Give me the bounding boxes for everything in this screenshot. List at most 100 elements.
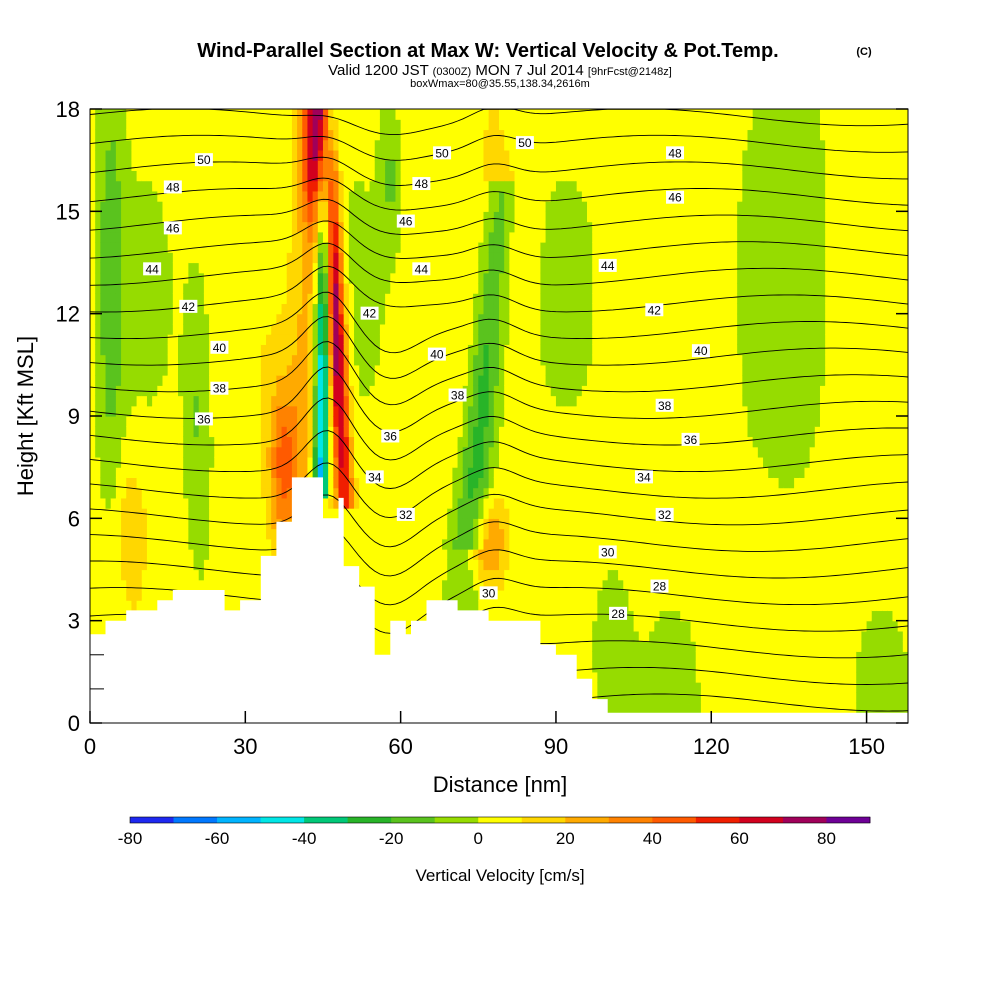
velocity-cell — [245, 549, 252, 560]
velocity-cell — [436, 487, 443, 499]
velocity-cell — [343, 518, 350, 530]
velocity-cell — [426, 149, 433, 161]
velocity-cell — [198, 528, 205, 540]
velocity-cell — [359, 109, 365, 120]
velocity-cell — [395, 252, 402, 264]
velocity-cell — [245, 436, 252, 448]
velocity-cell — [157, 528, 164, 540]
velocity-cell — [178, 497, 184, 509]
velocity-cell — [281, 497, 288, 509]
velocity-cell — [240, 262, 246, 274]
velocity-cell — [364, 190, 371, 202]
velocity-cell — [234, 364, 241, 376]
velocity-cell — [281, 405, 288, 417]
velocity-cell — [478, 446, 485, 458]
velocity-cell — [219, 364, 226, 376]
velocity-cell — [338, 405, 345, 417]
velocity-cell — [312, 160, 319, 171]
velocity-cell — [255, 436, 262, 448]
velocity-cell — [297, 385, 303, 397]
velocity-cell — [209, 456, 215, 468]
velocity-cell — [499, 467, 505, 478]
velocity-cell — [312, 344, 319, 356]
velocity-cell — [266, 211, 272, 223]
velocity-cell — [410, 497, 417, 509]
velocity-cell — [172, 467, 179, 478]
velocity-cell — [115, 559, 122, 571]
velocity-cell — [245, 364, 252, 376]
velocity-cell — [95, 426, 101, 438]
velocity-cell — [328, 467, 334, 478]
velocity-cell — [167, 385, 174, 397]
velocity-cell — [90, 549, 96, 560]
velocity-cell — [467, 242, 474, 253]
velocity-cell — [152, 487, 158, 499]
title-main: Wind-Parallel Section at Max W: Vertical… — [197, 40, 778, 62]
velocity-cell — [260, 129, 267, 141]
velocity-cell — [395, 477, 402, 489]
velocity-cell — [447, 129, 454, 141]
velocity-cell — [473, 549, 479, 560]
velocity-cell — [172, 385, 179, 397]
velocity-cell — [100, 549, 107, 560]
velocity-cell — [400, 528, 407, 540]
velocity-cell — [488, 579, 495, 591]
velocity-cell — [467, 579, 474, 591]
velocity-cell — [385, 549, 391, 560]
velocity-cell — [499, 211, 505, 223]
velocity-cell — [369, 201, 376, 212]
velocity-cell — [478, 497, 485, 509]
velocity-cell — [219, 569, 226, 581]
velocity-cell — [203, 508, 210, 519]
velocity-cell — [354, 139, 360, 151]
velocity-cell — [467, 436, 474, 448]
velocity-cell — [141, 119, 148, 131]
velocity-cell — [266, 282, 272, 294]
velocity-cell — [224, 364, 231, 376]
velocity-cell — [478, 109, 485, 120]
velocity-cell — [447, 446, 454, 458]
velocity-cell — [343, 149, 350, 161]
velocity-cell — [390, 385, 397, 397]
subtitle-valid: Valid 1200 JST — [328, 62, 428, 79]
velocity-cell — [462, 252, 469, 264]
velocity-cell — [426, 538, 433, 550]
velocity-cell — [343, 170, 350, 182]
velocity-cell — [234, 149, 241, 161]
velocity-cell — [193, 487, 200, 499]
velocity-cell — [374, 119, 381, 131]
velocity-cell — [224, 497, 231, 509]
velocity-cell — [354, 354, 360, 366]
velocity-cell — [499, 170, 505, 182]
velocity-cell — [514, 119, 521, 131]
velocity-cell — [328, 109, 334, 120]
velocity-cell — [322, 375, 329, 386]
velocity-cell — [183, 354, 189, 366]
velocity-cell — [504, 456, 510, 468]
velocity-cell — [312, 293, 319, 305]
velocity-cell — [183, 334, 189, 345]
velocity-cell — [488, 467, 495, 478]
velocity-cell — [307, 231, 314, 243]
velocity-cell — [343, 375, 350, 386]
velocity-cell — [209, 334, 215, 345]
velocity-cell — [467, 211, 474, 223]
velocity-cell — [90, 518, 96, 530]
velocity-cell — [152, 354, 158, 366]
figure-title: Wind-Parallel Section at Max W: Vertical… — [197, 40, 872, 90]
velocity-cell — [291, 170, 298, 182]
velocity-cell — [266, 385, 272, 397]
velocity-cell — [431, 323, 438, 335]
velocity-cell — [131, 600, 138, 612]
velocity-cell — [359, 282, 365, 294]
velocity-cell — [333, 446, 340, 458]
velocity-cell — [457, 149, 464, 161]
velocity-cell — [499, 375, 505, 386]
velocity-cell — [426, 231, 433, 243]
velocity-cell — [395, 180, 402, 192]
velocity-cell — [416, 589, 422, 601]
velocity-cell — [260, 293, 267, 305]
velocity-cell — [493, 487, 500, 499]
velocity-cell — [410, 395, 417, 407]
